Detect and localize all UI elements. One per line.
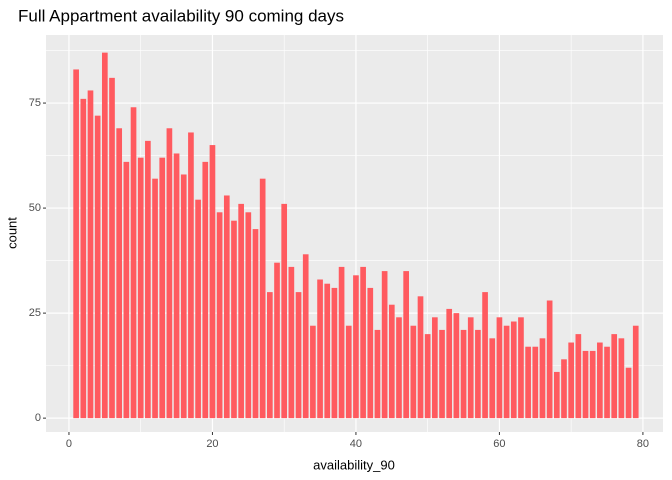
bar [503,325,510,419]
bar [317,279,323,419]
y-tick-label: 50 [29,202,41,214]
bar [446,308,453,419]
bar [259,178,266,419]
bar [611,334,618,419]
chart-title: Full Appartment availability 90 coming d… [18,6,344,25]
bar [345,325,352,419]
bar [439,329,445,419]
bar [525,346,531,419]
bar [180,174,187,419]
bar [188,132,194,419]
bar [302,254,309,419]
bar [518,317,524,419]
x-tick-label: 60 [493,438,505,450]
bar [338,266,345,419]
bar [381,271,388,419]
bar [532,346,539,419]
bar [145,140,151,419]
bar [618,338,625,419]
bar [374,329,381,419]
bar [216,212,223,419]
bar [597,342,603,419]
bar [80,98,87,419]
bar [417,296,424,419]
bar [73,69,79,419]
bar [274,262,280,419]
bar [101,52,108,419]
bar [589,350,596,419]
bar [173,153,180,419]
bar [152,178,158,419]
bar [195,199,201,419]
x-tick-label: 0 [66,438,72,450]
bar [109,77,115,419]
y-tick-label: 0 [35,412,41,424]
bar [453,313,460,419]
bar [245,212,252,419]
bar [367,287,374,419]
x-axis-title: availability_90 [313,457,395,472]
bar [94,115,101,419]
bar [568,342,575,419]
bar [482,292,488,419]
bar [553,371,560,419]
bar [87,90,94,419]
bar [331,287,338,419]
y-tick-label: 25 [29,307,41,319]
bar [231,220,237,419]
bar [310,325,316,419]
bar [410,325,417,419]
bar [403,271,409,419]
bar [288,266,295,419]
bar [388,304,395,419]
x-tick-label: 80 [637,438,649,450]
y-axis-title: count [4,217,19,249]
bar [252,229,259,419]
bar [432,317,438,419]
bar [166,128,173,419]
bar [625,367,632,419]
bar [396,317,402,419]
bar [510,321,517,419]
bar [202,161,209,419]
bar [123,161,130,419]
bar [496,317,503,419]
bar [209,145,216,419]
bar [460,329,467,419]
bar [575,334,582,419]
bar [546,300,553,419]
bar [295,292,302,419]
bar [360,266,366,419]
bar [539,338,546,419]
x-tick-label: 20 [206,438,218,450]
bar [159,157,166,419]
bar [324,283,331,419]
bar [281,203,288,419]
bar [467,317,474,419]
x-tick-label: 40 [350,438,362,450]
bar [238,203,244,419]
bar [632,325,639,419]
bar [137,157,144,419]
bar [561,359,567,419]
bar [116,128,123,419]
bar [475,329,481,419]
bar [604,346,610,419]
bar [353,275,359,419]
bar [489,338,496,419]
bar [424,334,431,419]
y-tick-label: 75 [29,97,41,109]
bar [130,107,137,419]
bar [582,350,589,419]
bar [223,195,230,419]
bar [267,292,273,419]
